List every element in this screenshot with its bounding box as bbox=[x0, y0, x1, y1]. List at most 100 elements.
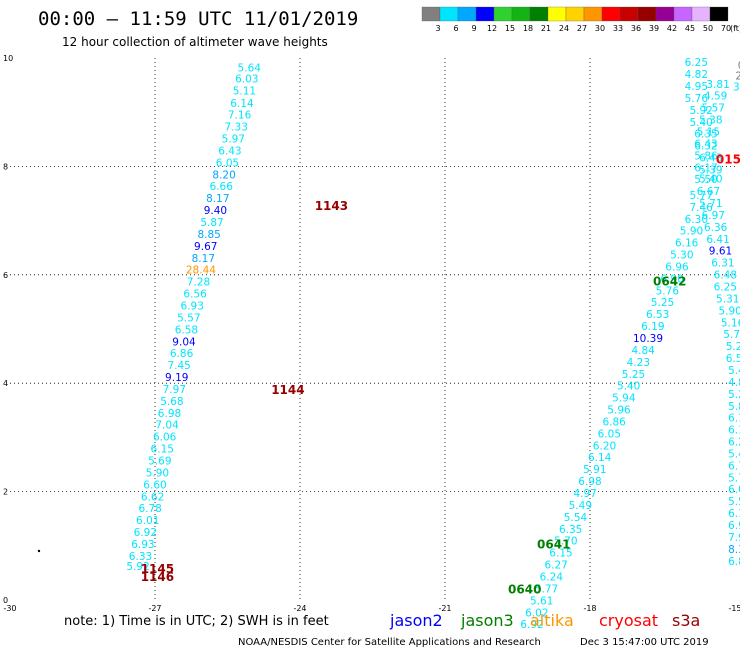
wave-height-value: 6.48 bbox=[714, 270, 737, 282]
map-subtitle: 12 hour collection of altimeter wave hei… bbox=[62, 35, 328, 49]
color-bin-label: 30 bbox=[595, 24, 605, 33]
wave-height-value: 6.78 bbox=[138, 503, 161, 515]
wave-height-value: 6.93 bbox=[181, 300, 204, 312]
wave-height-value: 28.44 bbox=[186, 265, 216, 277]
color-bin-label: 3 bbox=[435, 24, 440, 33]
wave-height-value: 10.39 bbox=[633, 333, 663, 345]
wave-height-tracks: 5.646.035.116.147.167.335.976.436.058.20… bbox=[126, 57, 740, 631]
wave-height-value: 5.11 bbox=[233, 85, 256, 97]
wave-height-value: 5.90 bbox=[718, 305, 740, 317]
wave-height-value: 6.41 bbox=[706, 234, 729, 246]
color-bin-label: 6 bbox=[453, 24, 458, 33]
color-bin-swatch bbox=[673, 6, 693, 22]
lon-tick-label: -21 bbox=[438, 604, 451, 613]
map-axes: -30 -27 -24 -21 -18 -15 0 2 4 6 8 10 bbox=[3, 54, 740, 613]
wave-height-value: 5.40 bbox=[699, 174, 722, 186]
color-bin-label: 39 bbox=[649, 24, 659, 33]
wave-height-value: 6.50 bbox=[726, 353, 740, 365]
wave-height-value: 7.28 bbox=[187, 277, 210, 289]
map-grid bbox=[10, 58, 735, 600]
color-bin-swatch bbox=[655, 6, 675, 22]
wave-height-value: 6.92 bbox=[134, 527, 157, 539]
wave-height-value: 5.90 bbox=[680, 226, 703, 238]
satellite-label: jason2 bbox=[389, 611, 443, 630]
wave-height-value: 5.16 bbox=[721, 317, 740, 329]
wave-height-value: 9.19 bbox=[165, 372, 188, 384]
wave-height-value: 4.82 bbox=[685, 69, 708, 81]
wave-height-value: 7.04 bbox=[155, 420, 179, 432]
wave-height-value: 6.17 bbox=[694, 162, 717, 174]
wave-height-value: 8.17 bbox=[192, 253, 215, 265]
wave-height-value: 5.92 bbox=[126, 561, 149, 573]
wave-height-value: 5.25 bbox=[622, 369, 645, 381]
wave-height-value: 6.01 bbox=[136, 515, 159, 527]
wave-height-value: 5.70 bbox=[554, 536, 577, 548]
wave-height-value: 6.15 bbox=[549, 548, 572, 560]
wave-height-value: 5.78 bbox=[728, 472, 740, 484]
wave-height-value: 6.25 bbox=[714, 282, 737, 294]
wave-height-value: 4.97 bbox=[573, 488, 596, 500]
color-bin-swatch bbox=[583, 6, 603, 22]
wave-height-value: 6.84 bbox=[728, 556, 740, 568]
wave-height-value: 6.86 bbox=[602, 416, 626, 428]
wave-height-value: 5.30 bbox=[670, 250, 693, 262]
satellite-label: s3a bbox=[672, 611, 700, 630]
wave-height-value: 6.35 bbox=[694, 129, 717, 141]
wave-height-value: 9.04 bbox=[172, 336, 196, 348]
wave-height-value: 6.60 bbox=[143, 479, 166, 491]
pass-time-label: 1143 bbox=[315, 199, 348, 213]
wave-height-value: 6.98 bbox=[578, 476, 601, 488]
pass-time-label: 0153 bbox=[716, 153, 740, 167]
wave-height-value: 5.39 bbox=[699, 164, 722, 176]
wave-height-value: 5.24 bbox=[728, 389, 740, 401]
wave-height-value: 4.84 bbox=[631, 345, 655, 357]
wave-height-value: 6.43 bbox=[694, 138, 717, 150]
pass-time-label: 0640 bbox=[508, 582, 541, 596]
lon-tick-label: -27 bbox=[148, 604, 161, 613]
pass-time-label: 1146 bbox=[141, 570, 174, 584]
wave-height-value: 7.96 bbox=[728, 532, 740, 544]
wave-height-value: 4.23 bbox=[627, 357, 650, 369]
color-bin-label: 21 bbox=[541, 24, 551, 33]
wave-height-value: 6.14 bbox=[588, 452, 612, 464]
wave-height-value: 6.92 bbox=[520, 619, 543, 631]
color-scale-unit: (ft) bbox=[730, 24, 740, 33]
wave-height-value: 6.16 bbox=[675, 238, 699, 250]
color-bin-swatch bbox=[565, 6, 585, 22]
wave-height-value: 5.27 bbox=[726, 341, 740, 353]
wave-height-value: 5.68 bbox=[160, 396, 183, 408]
lat-tick-label: 6 bbox=[3, 271, 8, 280]
wave-height-value: 6.97 bbox=[702, 210, 725, 222]
pass-time-label: 1145 bbox=[141, 562, 174, 576]
wave-height-value: 6.15 bbox=[151, 444, 174, 456]
wave-height-value: 5.91 bbox=[583, 464, 606, 476]
color-bin-swatch bbox=[637, 6, 657, 22]
wave-height-value: 5.31 bbox=[716, 293, 739, 305]
wave-height-value: 7.97 bbox=[163, 384, 186, 396]
wave-height-value: 6.43 bbox=[218, 145, 241, 157]
footer-note: note: 1) Time is in UTC; 2) SWH is in fe… bbox=[64, 614, 329, 629]
wave-height-value: 6.19 bbox=[641, 321, 664, 333]
wave-height-value: 6.25 bbox=[685, 57, 708, 69]
wave-height-value: 6.96 bbox=[665, 261, 689, 273]
footer-timestamp: Dec 3 15:47:00 UTC 2019 bbox=[580, 637, 709, 648]
wave-height-value: 8.33 bbox=[728, 544, 740, 556]
color-bin-label: 42 bbox=[667, 24, 677, 33]
color-bin-label: 18 bbox=[523, 24, 533, 33]
pass-time-label: 0642 bbox=[653, 275, 686, 289]
wave-height-value: 6.25 bbox=[728, 437, 740, 449]
color-bin-swatch bbox=[511, 6, 531, 22]
lat-tick-label: 10 bbox=[3, 54, 13, 63]
lat-tick-label: 8 bbox=[3, 162, 8, 171]
wave-height-value: 6.13 bbox=[728, 425, 740, 437]
wave-height-value: 5.25 bbox=[651, 297, 674, 309]
wave-height-value: 6.31 bbox=[711, 258, 734, 270]
wave-height-value: 5.58 bbox=[728, 496, 740, 508]
color-bin-swatch bbox=[421, 6, 441, 22]
wave-height-value: 6.33 bbox=[129, 551, 152, 563]
wave-height-value: 8.85 bbox=[197, 229, 220, 241]
wave-height-value: 5.40 bbox=[617, 381, 640, 393]
wave-height-value: 5.71 bbox=[699, 198, 722, 210]
